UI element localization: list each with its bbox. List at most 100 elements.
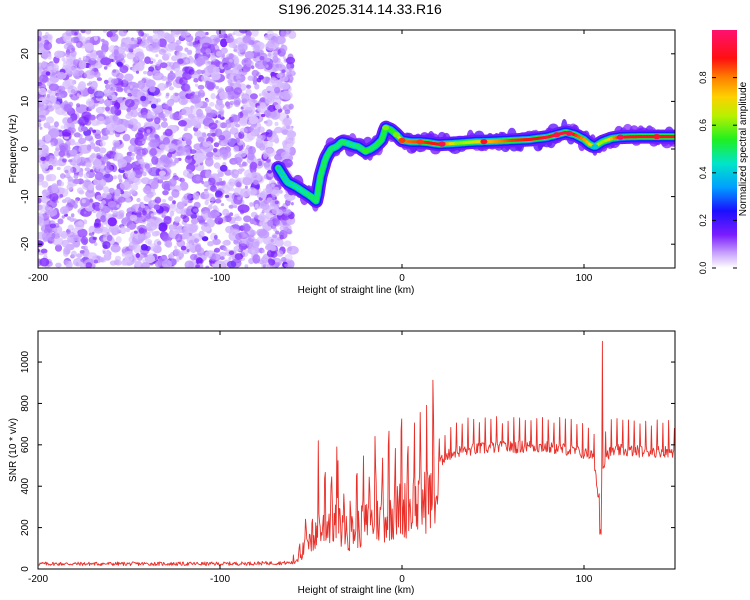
noise-speckle	[195, 258, 204, 265]
noise-speckle	[265, 244, 272, 251]
noise-speckle	[197, 89, 205, 98]
noise-speckle	[212, 238, 221, 245]
noise-speckle	[212, 148, 218, 153]
noise-speckle	[141, 112, 148, 119]
noise-speckle	[45, 33, 53, 41]
noise-speckle	[153, 204, 160, 211]
noise-speckle	[284, 253, 293, 262]
noise-speckle	[188, 243, 193, 249]
noise-speckle	[114, 142, 120, 148]
noise-speckle	[55, 160, 60, 166]
noise-speckle	[94, 133, 102, 140]
noise-speckle	[101, 200, 107, 205]
noise-speckle	[259, 55, 265, 61]
noise-speckle	[183, 209, 187, 214]
noise-speckle	[168, 254, 175, 259]
noise-speckle	[194, 238, 200, 244]
noise-speckle	[88, 81, 93, 85]
noise-speckle	[186, 50, 193, 56]
noise-speckle	[174, 45, 184, 52]
noise-speckle	[157, 175, 165, 181]
noise-speckle	[165, 34, 175, 43]
noise-speckle	[85, 262, 93, 268]
noise-speckle	[138, 158, 144, 165]
noise-speckle	[113, 117, 122, 126]
noise-speckle	[271, 183, 275, 188]
noise-speckle	[57, 218, 64, 225]
noise-speckle	[267, 169, 273, 174]
noise-speckle	[248, 115, 259, 125]
noise-speckle	[286, 259, 295, 268]
noise-speckle	[177, 115, 184, 120]
noise-speckle	[214, 198, 222, 204]
noise-speckle	[131, 156, 135, 161]
noise-speckle	[259, 143, 266, 151]
noise-speckle	[215, 85, 220, 90]
noise-speckle	[228, 42, 237, 48]
noise-speckle	[103, 186, 110, 194]
noise-speckle	[58, 150, 66, 157]
noise-speckle	[238, 243, 247, 251]
noise-speckle	[233, 204, 238, 209]
noise-speckle	[169, 210, 175, 217]
noise-speckle	[89, 114, 96, 121]
noise-speckle	[259, 219, 266, 227]
noise-speckle	[48, 158, 55, 165]
noise-speckle	[220, 203, 225, 207]
noise-speckle	[165, 52, 172, 58]
noise-speckle	[106, 231, 110, 236]
noise-speckle	[165, 43, 176, 52]
noise-speckle	[195, 175, 201, 182]
noise-speckle	[228, 256, 232, 261]
noise-speckle	[266, 141, 274, 148]
noise-speckle	[40, 156, 46, 161]
noise-speckle	[190, 218, 199, 225]
noise-speckle	[265, 129, 273, 138]
noise-speckle	[214, 128, 223, 138]
noise-speckle	[67, 126, 76, 134]
noise-speckle	[254, 44, 260, 52]
ridge-hotspot	[553, 132, 561, 138]
noise-speckle	[223, 246, 228, 252]
noise-speckle	[129, 189, 136, 195]
noise-speckle	[63, 249, 69, 257]
noise-speckle	[168, 178, 177, 187]
noise-speckle	[63, 260, 69, 265]
snr-y-tick-label: 400	[20, 477, 31, 494]
noise-speckle	[98, 179, 107, 187]
noise-speckle	[242, 161, 248, 167]
noise-speckle	[193, 78, 199, 83]
noise-speckle	[168, 86, 174, 91]
noise-speckle	[129, 85, 133, 89]
noise-speckle	[283, 240, 292, 247]
snr-x-tick-label: 100	[576, 574, 593, 585]
noise-speckle	[102, 192, 107, 199]
noise-speckle	[76, 253, 83, 258]
noise-speckle	[249, 93, 258, 100]
noise-speckle	[196, 130, 201, 135]
noise-speckle	[165, 92, 170, 97]
snr-y-tick-label: 800	[20, 395, 31, 412]
noise-speckle	[270, 111, 277, 118]
noise-speckle	[265, 186, 273, 194]
noise-speckle	[67, 236, 71, 241]
noise-speckle	[219, 251, 227, 258]
noise-speckle	[143, 194, 152, 202]
noise-speckle	[205, 169, 211, 175]
noise-speckle	[249, 127, 254, 132]
snr-x-tick-label: -200	[28, 574, 48, 585]
noise-speckle	[180, 245, 187, 251]
noise-speckle	[231, 67, 243, 77]
noise-speckle	[104, 98, 113, 107]
noise-speckle	[80, 258, 84, 262]
noise-speckle	[263, 109, 272, 118]
noise-speckle	[119, 213, 124, 218]
noise-speckle	[208, 122, 218, 130]
noise-speckle	[66, 231, 75, 238]
noise-speckle	[157, 162, 165, 169]
noise-speckle	[143, 253, 148, 258]
noise-speckle	[246, 131, 256, 141]
spectrogram-xlabel: Height of straight line (km)	[298, 285, 415, 296]
noise-speckle	[168, 106, 172, 112]
noise-speckle	[78, 81, 86, 90]
